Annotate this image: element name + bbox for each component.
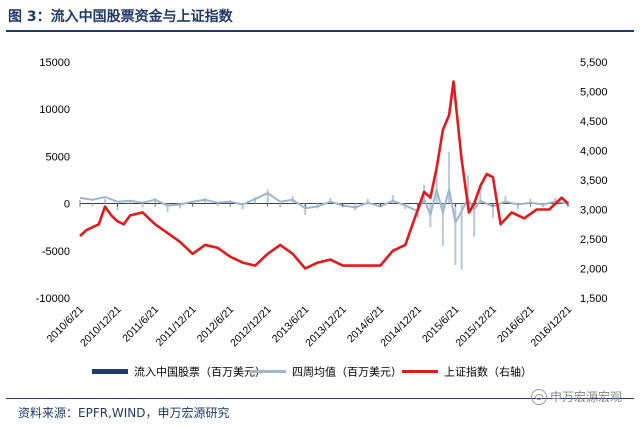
y-right-tick: 5,500 bbox=[580, 57, 608, 69]
flow-bar bbox=[166, 203, 169, 213]
flow-bar bbox=[116, 203, 119, 211]
y-right-tick: 5,000 bbox=[580, 87, 608, 99]
flow-bar bbox=[529, 198, 532, 204]
flow-bar bbox=[516, 203, 519, 210]
flow-bar bbox=[441, 203, 444, 247]
flow-bar bbox=[141, 203, 144, 208]
page-title: 图 3：流入中国股票资金与上证指数 bbox=[8, 9, 233, 25]
x-tick-label: 2014/12/21 bbox=[378, 304, 424, 350]
flow-bar bbox=[466, 175, 469, 204]
flow-bar bbox=[491, 203, 494, 218]
flow-bar bbox=[91, 203, 94, 207]
title-rule bbox=[6, 30, 634, 32]
x-tick-label: 2012/12/21 bbox=[228, 304, 274, 350]
index-series-line bbox=[79, 80, 569, 270]
flow-bar bbox=[366, 198, 369, 204]
y-right-tick: 4,000 bbox=[580, 146, 608, 158]
y-right-ticks: 5,500 5,000 4,500 4,000 3,500 3,000 2,500 2,000… bbox=[580, 57, 608, 305]
flow-bar bbox=[179, 203, 182, 209]
flow-bar bbox=[104, 198, 107, 204]
y-left-tick: 15000 bbox=[39, 57, 70, 69]
x-tick-label: 2011/12/21 bbox=[154, 304, 199, 349]
flow-bar bbox=[473, 203, 476, 237]
flow-bar bbox=[216, 203, 219, 207]
legend-swatch bbox=[92, 369, 128, 374]
flow-bar bbox=[129, 200, 132, 204]
brand-label: 申万宏源宏观 bbox=[549, 390, 622, 404]
avg-series-line bbox=[79, 188, 569, 224]
y-right-tick: 3,500 bbox=[580, 175, 608, 187]
x-tick-label: 2016/12/21 bbox=[528, 304, 574, 350]
flow-bar bbox=[448, 151, 451, 204]
x-tick-label: 2010/12/21 bbox=[78, 304, 124, 350]
y-left-ticks: 15000 10000 5000 0 -5000 -10000 bbox=[36, 57, 70, 305]
x-tick-label: 2013/12/21 bbox=[303, 304, 349, 350]
legend-label: 上证指数（右轴） bbox=[444, 365, 532, 379]
footer-rule bbox=[6, 398, 634, 399]
flow-bar bbox=[391, 195, 394, 204]
x-tick-label: 2015/12/21 bbox=[453, 304, 499, 350]
flow-bar bbox=[279, 203, 282, 208]
flow-bar bbox=[266, 189, 269, 204]
y-left-tick: -5000 bbox=[42, 246, 70, 258]
y-right-tick: 2,000 bbox=[580, 264, 608, 276]
y-right-tick: 3,000 bbox=[580, 205, 608, 217]
legend-label: 流入中国股票（百万美元） bbox=[134, 365, 266, 379]
y-right-tick: 2,500 bbox=[580, 234, 608, 246]
avg-line bbox=[79, 188, 569, 224]
y-left-tick: 10000 bbox=[39, 104, 70, 116]
y-right-tick: 1,500 bbox=[580, 293, 608, 305]
legend-label: 四周均值（百万美元） bbox=[292, 366, 402, 379]
chart: 15000 10000 5000 0 -5000 -10000 5,500 5,000 4,5… bbox=[36, 57, 608, 379]
flow-bar bbox=[435, 165, 438, 204]
flow-bar bbox=[79, 199, 81, 204]
wechat-icon bbox=[530, 388, 547, 405]
flow-bar bbox=[454, 203, 457, 265]
y-left-tick: 5000 bbox=[46, 151, 70, 163]
legend: 流入中国股票（百万美元） 四周均值（百万美元） 上证指数（右轴） bbox=[92, 365, 532, 379]
brand-watermark: 申万宏源宏观 bbox=[530, 388, 622, 405]
flow-bar bbox=[479, 184, 482, 204]
flow-bar bbox=[241, 203, 244, 210]
flow-bars bbox=[79, 151, 569, 270]
index-line bbox=[79, 80, 569, 270]
flow-bar bbox=[460, 203, 463, 270]
y-left-tick: 0 bbox=[64, 199, 70, 211]
y-right-tick: 4,500 bbox=[580, 116, 608, 128]
y-left-tick: -10000 bbox=[36, 293, 70, 305]
source-note: 资料来源：EPFR,WIND，申万宏源研究 bbox=[18, 406, 230, 420]
flow-bar bbox=[504, 196, 507, 204]
flow-bar bbox=[254, 196, 257, 204]
